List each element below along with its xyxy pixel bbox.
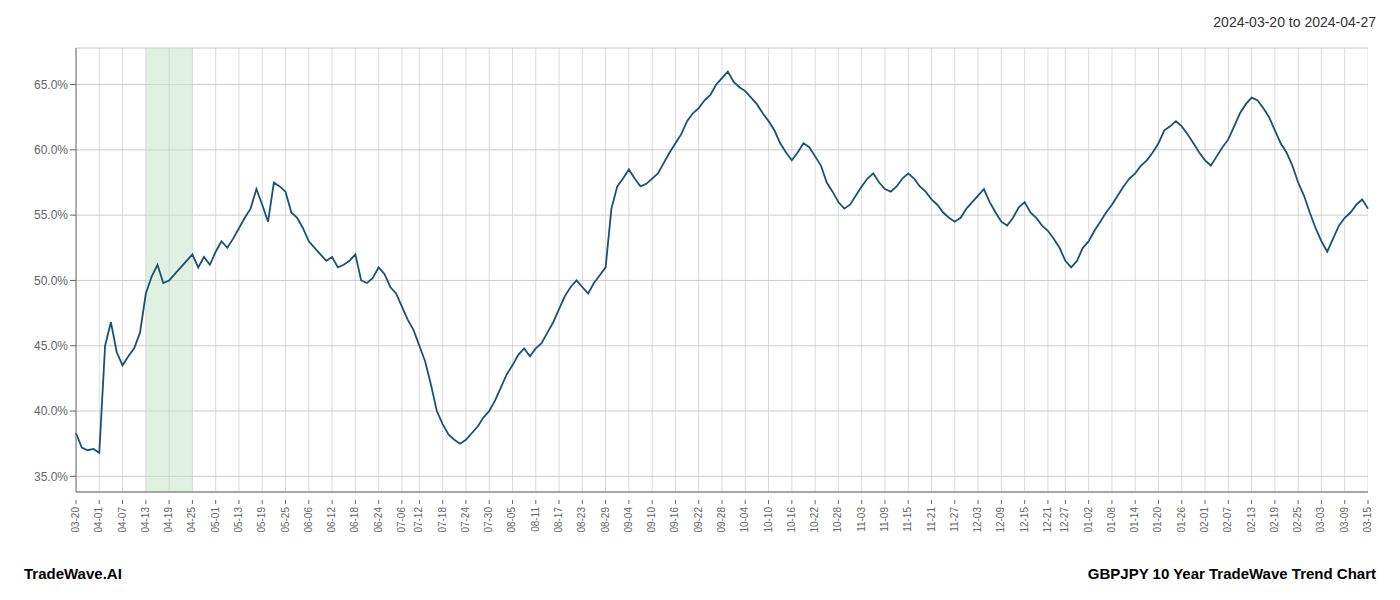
svg-text:06-18: 06-18 [349, 507, 360, 533]
svg-text:01-26: 01-26 [1176, 507, 1187, 533]
svg-text:04-25: 04-25 [186, 507, 197, 533]
svg-text:07-12: 07-12 [413, 507, 424, 533]
svg-text:02-25: 02-25 [1292, 507, 1303, 533]
svg-text:50.0%: 50.0% [34, 274, 68, 288]
svg-text:40.0%: 40.0% [34, 404, 68, 418]
svg-text:01-14: 01-14 [1129, 507, 1140, 533]
svg-text:06-06: 06-06 [303, 507, 314, 533]
svg-text:07-24: 07-24 [460, 507, 471, 533]
svg-text:35.0%: 35.0% [34, 470, 68, 484]
svg-text:03-15: 03-15 [1362, 507, 1373, 533]
svg-text:01-02: 01-02 [1083, 507, 1094, 533]
svg-text:04-13: 04-13 [140, 507, 151, 533]
svg-text:08-17: 08-17 [553, 507, 564, 533]
svg-text:10-16: 10-16 [786, 507, 797, 533]
svg-text:08-23: 08-23 [576, 507, 587, 533]
svg-text:05-19: 05-19 [256, 507, 267, 533]
svg-text:12-09: 12-09 [995, 507, 1006, 533]
svg-text:02-07: 02-07 [1222, 507, 1233, 533]
svg-text:11-15: 11-15 [902, 507, 913, 532]
svg-text:08-29: 08-29 [600, 507, 611, 533]
svg-text:11-27: 11-27 [949, 507, 960, 532]
html-text:TradeWave.AI: TradeWave.AI [24, 565, 122, 582]
svg-text:02-19: 02-19 [1269, 507, 1280, 533]
svg-text:65.0%: 65.0% [34, 78, 68, 92]
svg-text:09-28: 09-28 [716, 507, 727, 533]
svg-text:09-10: 09-10 [646, 507, 657, 533]
html-text:2024-03-20 to 2024-04-27: 2024-03-20 to 2024-04-27 [1213, 14, 1376, 30]
svg-text:05-13: 05-13 [233, 507, 244, 533]
svg-text:04-19: 04-19 [163, 507, 174, 533]
svg-text:07-06: 07-06 [396, 507, 407, 533]
svg-text:01-20: 01-20 [1152, 507, 1163, 533]
svg-text:55.0%: 55.0% [34, 208, 68, 222]
svg-text:09-22: 09-22 [693, 507, 704, 533]
svg-text:05-25: 05-25 [280, 507, 291, 533]
svg-text:10-10: 10-10 [763, 507, 774, 533]
svg-text:12-15: 12-15 [1019, 507, 1030, 533]
svg-text:11-09: 11-09 [879, 507, 890, 532]
svg-text:09-04: 09-04 [623, 507, 634, 533]
svg-text:10-04: 10-04 [739, 507, 750, 533]
svg-text:11-03: 11-03 [856, 507, 867, 532]
svg-text:60.0%: 60.0% [34, 143, 68, 157]
svg-text:03-09: 03-09 [1339, 507, 1350, 533]
svg-text:02-01: 02-01 [1199, 507, 1210, 533]
svg-text:01-08: 01-08 [1106, 507, 1117, 533]
svg-text:06-24: 06-24 [373, 507, 384, 533]
svg-text:02-13: 02-13 [1246, 507, 1257, 533]
svg-text:07-30: 07-30 [483, 507, 494, 533]
svg-text:03-20: 03-20 [70, 507, 81, 533]
svg-text:04-01: 04-01 [93, 507, 104, 533]
svg-text:04-07: 04-07 [117, 507, 128, 533]
svg-text:12-03: 12-03 [972, 507, 983, 533]
svg-text:06-12: 06-12 [326, 507, 337, 533]
svg-text:03-03: 03-03 [1315, 507, 1326, 533]
svg-text:10-22: 10-22 [809, 507, 820, 533]
svg-text:12-21: 12-21 [1042, 507, 1053, 533]
svg-text:09-16: 09-16 [669, 507, 680, 533]
svg-text:10-28: 10-28 [832, 507, 843, 533]
svg-text:08-11: 08-11 [530, 507, 541, 532]
svg-text:08-05: 08-05 [506, 507, 517, 533]
svg-text:05-01: 05-01 [210, 507, 221, 533]
svg-text:11-21: 11-21 [926, 507, 937, 532]
html-text:GBPJPY 10 Year TradeWave Trend: GBPJPY 10 Year TradeWave Trend Chart [1087, 565, 1376, 582]
svg-text:45.0%: 45.0% [34, 339, 68, 353]
svg-text:07-18: 07-18 [437, 507, 448, 533]
svg-text:12-27: 12-27 [1059, 507, 1070, 533]
